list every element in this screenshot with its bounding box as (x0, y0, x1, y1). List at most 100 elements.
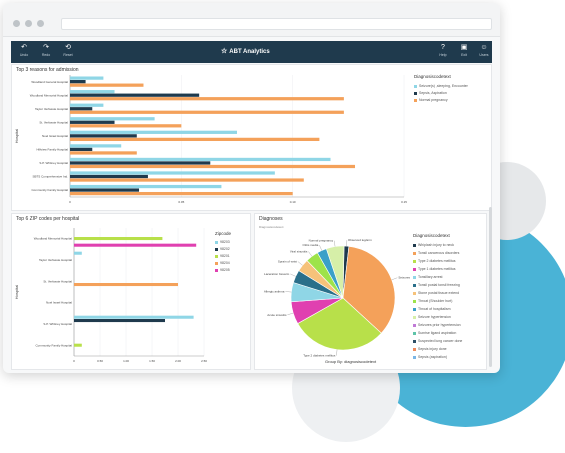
bar-normal-pregnancy-8[interactable] (70, 191, 293, 196)
legend-swatch (414, 91, 417, 95)
legend-swatch (413, 259, 416, 263)
legend-label: Sepsis (aspiration) (418, 355, 447, 359)
legend-item-98204[interactable]: 98204 (215, 261, 230, 265)
legend-swatch (413, 347, 416, 351)
bar-sepsis-aspiration-6[interactable] (70, 161, 211, 165)
legend-item-tonsil-postal-tonsil-freezing[interactable]: Tonsil postal tonsil freezing (413, 283, 460, 287)
bar-normal-pregnancy-2[interactable] (70, 110, 344, 114)
panel-diagnoses: Diagnoses Diagnosiscodetext Observed leg… (254, 213, 487, 370)
bar-98203-1[interactable] (74, 251, 82, 255)
bar-sepsis-aspiration-4[interactable] (70, 134, 137, 138)
legend-item-seizure-s-sleeping-encounter[interactable]: Seizure(s) ,sleeping, Encounter (414, 84, 468, 88)
legend-item-98202[interactable]: 98202 (215, 247, 230, 251)
pie-leader-line (297, 261, 303, 266)
legend-item-98201[interactable]: 98201 (215, 254, 230, 258)
legend-item-throat-shoulder-hurt[interactable]: Throat (Shoulder hurt) (413, 299, 452, 303)
chart2-svg: 0 0.50 1.00 1.50 2.00 2.50 Woodland Memorial H… (14, 228, 207, 363)
legend-swatch (215, 254, 218, 258)
y-tick-label: Taylor Verfasste Hospital (39, 258, 72, 262)
bar-normal-pregnancy-4[interactable] (70, 137, 320, 142)
y-tick-label: Woodland General Hospital (31, 80, 68, 84)
legend-item-throat-of-hospitalism[interactable]: Throat of hospitalism (413, 307, 451, 311)
legend-item-normal-pregnancy[interactable]: Normal pregnancy (414, 98, 448, 102)
bar-normal-pregnancy-7[interactable] (70, 178, 304, 182)
bar-sepsis-aspiration-2[interactable] (70, 107, 93, 111)
bar-sepsis-aspiration-0[interactable] (70, 80, 86, 84)
exit-button[interactable]: ▣ Exit (453, 43, 475, 61)
legend-item-tonsil-cancerous-disorders[interactable]: Tonsil cancerous disorders (413, 251, 459, 255)
y-tick-label: S.P. Whitney Hospital (39, 161, 68, 165)
y-tick-label: St. Verfasste Hospital (43, 279, 72, 283)
bar-seizure-s-sleeping-encounter-5[interactable] (70, 144, 122, 148)
legend-label: Throat (Shoulder hurt) (418, 299, 453, 303)
y-tick-label: Hillview Family Hospital (36, 148, 68, 152)
legend-label: 98202 (220, 247, 230, 251)
bar-seizure-s-sleeping-encounter-6[interactable] (70, 157, 331, 162)
address-bar[interactable] (61, 18, 492, 30)
help-button[interactable]: ? Help (432, 43, 454, 61)
legend-item-sunrise-ligand-aspiration[interactable]: Sunrise ligand aspiration (413, 331, 456, 335)
bar-sepsis-aspiration-1[interactable] (70, 93, 200, 97)
legend-swatch (215, 261, 218, 265)
legend-item-seizures-prior-hypertension[interactable]: Seizures prior hypertension (413, 323, 461, 327)
bar-98204-2[interactable] (74, 282, 178, 287)
bar-seizure-s-sleeping-encounter-3[interactable] (70, 117, 155, 121)
bar-seizure-s-sleeping-encounter-2[interactable] (70, 103, 104, 107)
bar-normal-pregnancy-1[interactable] (70, 97, 344, 101)
bar-seizure-s-sleeping-encounter-7[interactable] (70, 171, 275, 175)
lock-icon: ▣ (460, 44, 468, 51)
bar-normal-pregnancy-3[interactable] (70, 124, 182, 128)
bar-98205-0[interactable] (74, 243, 197, 247)
legend-item-seizure-hypertension[interactable]: Seizure hypertension (413, 315, 451, 319)
legend-item-stone-postal-tissue-extend[interactable]: Stone postal tissue extend (413, 291, 459, 295)
legend-item-98203[interactable]: 98203 (215, 240, 230, 244)
users-button[interactable]: ☺ Users (473, 43, 495, 61)
pie-label-normal-pregnancy: Normal pregnancy (309, 239, 334, 243)
bar-seizure-s-sleeping-encounter-1[interactable] (70, 90, 115, 94)
redo-label: Redo (41, 53, 51, 57)
bar-sepsis-aspiration-5[interactable] (70, 147, 93, 152)
x-tick-label: 0.05 (178, 200, 184, 204)
bar-seizure-s-sleeping-encounter-8[interactable] (70, 184, 222, 189)
page-scrollbar[interactable] (489, 207, 492, 367)
redo-button[interactable]: ↷ Redo (35, 43, 57, 61)
pie-leader-line (319, 244, 322, 251)
bar-normal-pregnancy-5[interactable] (70, 151, 137, 155)
bar-seizure-s-sleeping-encounter-0[interactable] (70, 76, 104, 80)
window-dot-minimize[interactable] (25, 20, 32, 27)
bar-seizure-s-sleeping-encounter-4[interactable] (70, 130, 237, 134)
legend-item-whiplash-injury-to-neck[interactable]: Whiplash injury to neck (413, 243, 454, 247)
pie-slice-seizures[interactable] (342, 246, 396, 334)
pie-slice-type-2-diabetes-mellitus[interactable] (297, 297, 382, 351)
bar-98203-4[interactable] (74, 315, 194, 319)
pie-leader-line (391, 277, 398, 281)
bar-normal-pregnancy-0[interactable] (70, 83, 144, 87)
bar-sepsis-aspiration-7[interactable] (70, 174, 148, 179)
undo-button[interactable]: ↶ Undo (13, 43, 35, 61)
pie-leader-line (308, 251, 313, 257)
bar-98202-4[interactable] (74, 319, 165, 323)
reset-button[interactable]: ⟲ Reset (57, 43, 79, 61)
legend-swatch (215, 240, 218, 244)
app-title: ☆ ABT Analytics (221, 47, 270, 55)
bar-normal-pregnancy-6[interactable] (70, 164, 356, 169)
y-tick-label: St. Verfasste Hospital (39, 120, 68, 124)
bar-sepsis-aspiration-8[interactable] (70, 188, 140, 192)
window-dot-maximize[interactable] (37, 20, 44, 27)
bar-98201-5[interactable] (74, 343, 82, 347)
legend-item-type-1-diabetes-mellitus[interactable]: Type 1 diabetes mellitus (413, 267, 456, 271)
legend-item-98205[interactable]: 98205 (215, 268, 230, 272)
legend-item-type-2-diabetes-mellitus[interactable]: Type 2 diabetes mellitus (413, 259, 456, 263)
legend-item-tonsillary-arrest[interactable]: Tonsillary arrest (413, 275, 443, 279)
legend-item-sepsis-aspiration[interactable]: Sepsis (aspiration) (413, 355, 447, 359)
x-tick-label: 1.00 (123, 359, 129, 363)
help-label: Help (439, 53, 447, 57)
app-title-text: ABT Analytics (229, 49, 270, 55)
bar-98201-0[interactable] (74, 237, 163, 241)
legend-item-sepsis-aspiration[interactable]: Sepsis, Aspiration (414, 91, 447, 95)
window-dot-close[interactable] (13, 20, 20, 27)
legend-item-sepsis-injury-done[interactable]: Sepsis injury done (413, 347, 447, 351)
bar-sepsis-aspiration-3[interactable] (70, 120, 115, 124)
legend-item-suspected-lung-cancer-done[interactable]: Suspected lung cancer done (413, 339, 462, 343)
